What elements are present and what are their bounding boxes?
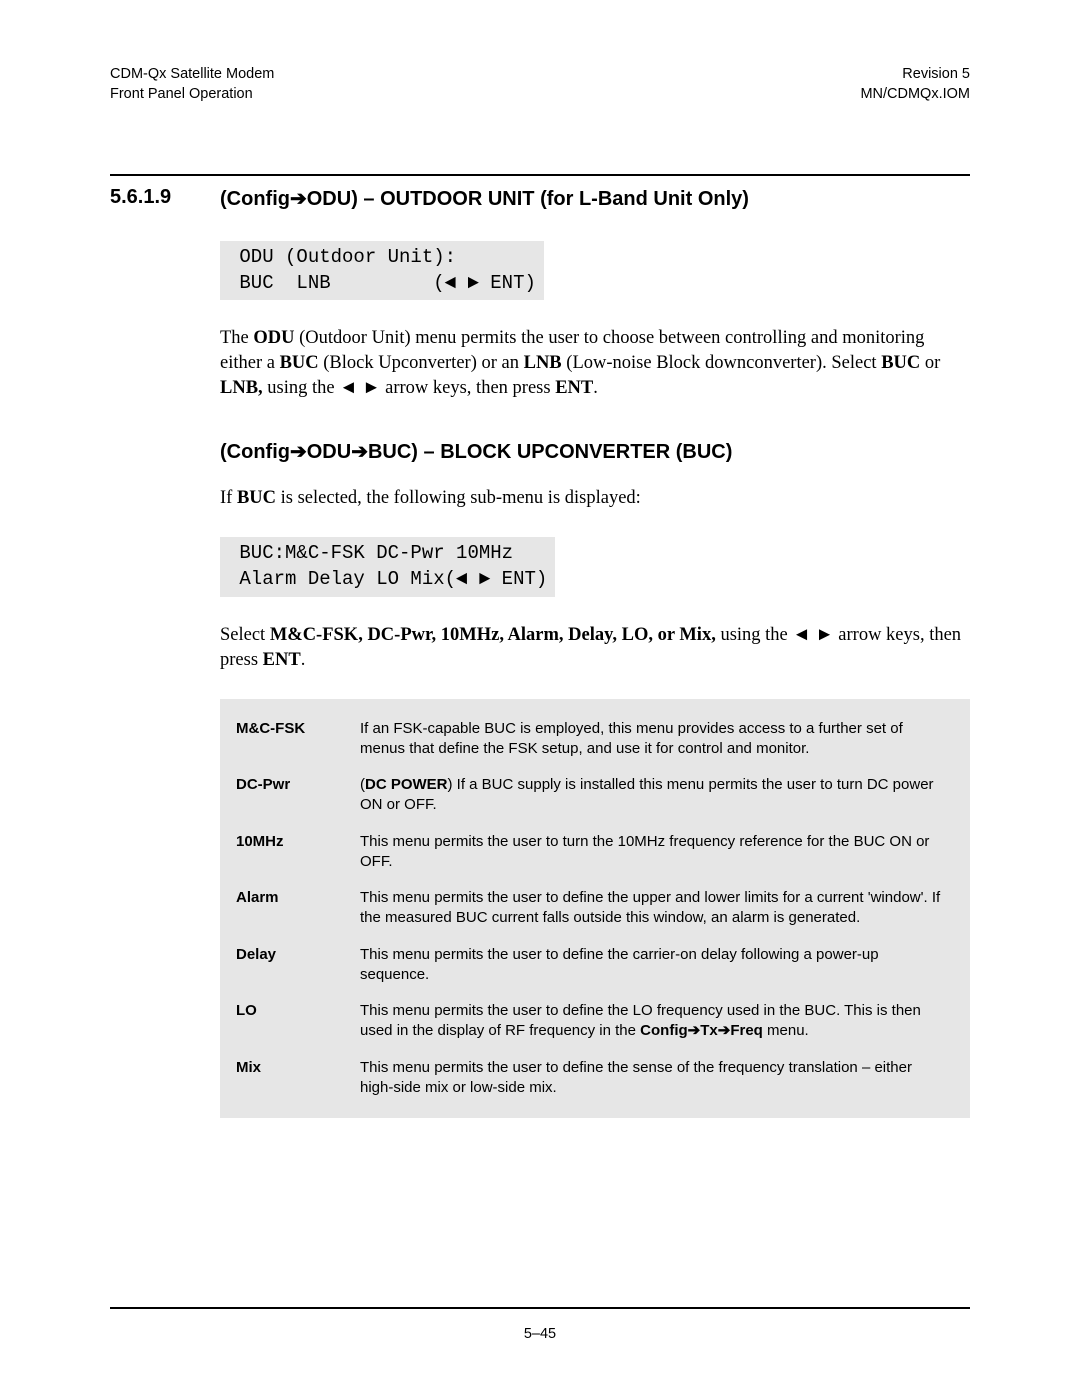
table-row: 10MHz This menu permits the user to turn… (232, 824, 958, 881)
lcd2-line2-pre: Alarm Delay LO Mix( (228, 568, 456, 590)
lcd1-line2-pre: BUC LNB ( (228, 272, 445, 294)
lcd-display-odu: ODU (Outdoor Unit): BUC LNB (◄ ► ENT) (220, 241, 544, 300)
options-table: M&C-FSK If an FSK-capable BUC is employe… (220, 699, 970, 1119)
p1-t4: or (920, 353, 940, 373)
page-number: 5–45 (0, 1326, 1080, 1342)
paragraph-select: Select M&C-FSK, DC-Pwr, 10MHz, Alarm, De… (220, 623, 970, 673)
triangle-right-icon: ► (467, 272, 478, 294)
option-desc: If an FSK-capable BUC is employed, this … (356, 711, 958, 768)
p3-b1: M&C-FSK, DC-Pwr, 10MHz, Alarm, Delay, LO… (270, 625, 716, 645)
content-block: ODU (Outdoor Unit): BUC LNB (◄ ► ENT) Th… (110, 241, 970, 1118)
p1-t7: . (593, 378, 598, 398)
lcd1-line2-post: ENT) (479, 272, 536, 294)
header-right-line1: Revision 5 (860, 65, 970, 85)
table-row: LO This menu permits the user to define … (232, 993, 958, 1050)
table-row: DC-Pwr (DC POWER) If a BUC supply is ins… (232, 767, 958, 824)
option-label: M&C-FSK (232, 711, 356, 768)
p1-b3: LNB (524, 353, 562, 373)
lcd2-line1: BUC:M&C-FSK DC-Pwr 10MHz (228, 542, 513, 564)
p1-b6: ENT (555, 378, 593, 398)
lcd2-line2-post: ENT) (490, 568, 547, 590)
p3-end: . (301, 650, 306, 670)
p1-b1: ODU (253, 328, 294, 348)
lo-b2: Tx (700, 1022, 718, 1039)
section-title-rest: ODU) – OUTDOOR UNIT (for L-Band Unit Onl… (307, 188, 749, 210)
page-header: CDM-Qx Satellite Modem Front Panel Opera… (110, 65, 970, 104)
lo-b1: Config (640, 1022, 687, 1039)
triangle-right-icon: ► (479, 568, 490, 590)
triangle-left-icon: ◄ (456, 568, 467, 590)
option-label: Alarm (232, 880, 356, 937)
header-right: Revision 5 MN/CDMQx.IOM (860, 65, 970, 104)
p1-pre: The (220, 328, 253, 348)
header-left: CDM-Qx Satellite Modem Front Panel Opera… (110, 65, 274, 104)
section-heading: 5.6.1.9 (Config➔ODU) – OUTDOOR UNIT (for… (110, 186, 970, 211)
p3-pre: Select (220, 625, 270, 645)
p1-t5: using the (263, 378, 340, 398)
arrow-right-icon: ➔ (718, 1022, 731, 1039)
table-row: Alarm This menu permits the user to defi… (232, 880, 958, 937)
paragraph-buc-intro: If BUC is selected, the following sub-me… (220, 486, 970, 511)
p1-b5: LNB, (220, 378, 263, 398)
arrow-right-icon: ➔ (688, 1022, 701, 1039)
header-left-line2: Front Panel Operation (110, 85, 274, 105)
option-desc: This menu permits the user to turn the 1… (356, 824, 958, 881)
table-row: M&C-FSK If an FSK-capable BUC is employe… (232, 711, 958, 768)
option-desc: This menu permits the user to define the… (356, 993, 958, 1050)
p1-b4: BUC (881, 353, 920, 373)
arrow-right-icon: ➔ (351, 441, 368, 463)
p1-b2: BUC (280, 353, 319, 373)
sub-suffix: BUC) – BLOCK UPCONVERTER (BUC) (368, 441, 732, 463)
option-label: Mix (232, 1050, 356, 1107)
triangle-right-icon: ► (815, 625, 833, 645)
p2-b1: BUC (237, 488, 276, 508)
option-label: LO (232, 993, 356, 1050)
option-desc: This menu permits the user to define the… (356, 937, 958, 994)
p2-pre: If (220, 488, 237, 508)
page: CDM-Qx Satellite Modem Front Panel Opera… (0, 0, 1080, 1397)
p1-t2: (Block Upconverter) or an (319, 353, 524, 373)
triangle-left-icon: ◄ (339, 378, 357, 398)
triangle-left-icon: ◄ (792, 625, 810, 645)
sub-mid: ODU (307, 441, 351, 463)
paragraph-odu-desc: The ODU (Outdoor Unit) menu permits the … (220, 326, 970, 401)
p1-t6: arrow keys, then press (381, 378, 556, 398)
option-desc: (DC POWER) If a BUC supply is installed … (356, 767, 958, 824)
dcpwr-b: DC POWER (365, 776, 448, 793)
section-title-prefix: (Config (220, 188, 290, 210)
arrow-right-icon: ➔ (290, 188, 307, 210)
table-row: Mix This menu permits the user to define… (232, 1050, 958, 1107)
section-title: (Config➔ODU) – OUTDOOR UNIT (for L-Band … (220, 186, 749, 211)
triangle-right-icon: ► (362, 378, 380, 398)
option-desc: This menu permits the user to define the… (356, 1050, 958, 1107)
table-row: Delay This menu permits the user to defi… (232, 937, 958, 994)
lcd-display-buc: BUC:M&C-FSK DC-Pwr 10MHz Alarm Delay LO … (220, 537, 555, 596)
lcd1-line1: ODU (Outdoor Unit): (228, 246, 456, 268)
option-label: 10MHz (232, 824, 356, 881)
triangle-left-icon: ◄ (445, 272, 456, 294)
option-desc: This menu permits the user to define the… (356, 880, 958, 937)
p1-t3: (Low-noise Block downconverter). Select (562, 353, 882, 373)
lo-post: menu. (763, 1022, 809, 1039)
arrow-right-icon: ➔ (290, 441, 307, 463)
p3-b2: ENT (263, 650, 301, 670)
option-label: Delay (232, 937, 356, 994)
header-left-line1: CDM-Qx Satellite Modem (110, 65, 274, 85)
sub-prefix: (Config (220, 441, 290, 463)
top-rule (110, 174, 970, 176)
footer-rule (110, 1307, 970, 1309)
option-label: DC-Pwr (232, 767, 356, 824)
p2-post: is selected, the following sub-menu is d… (276, 488, 641, 508)
subheading-buc: (Config➔ODU➔BUC) – BLOCK UPCONVERTER (BU… (220, 439, 970, 464)
p3-mid: using the (716, 625, 793, 645)
lo-b3: Freq (730, 1022, 763, 1039)
header-right-line2: MN/CDMQx.IOM (860, 85, 970, 105)
section-number: 5.6.1.9 (110, 186, 220, 211)
